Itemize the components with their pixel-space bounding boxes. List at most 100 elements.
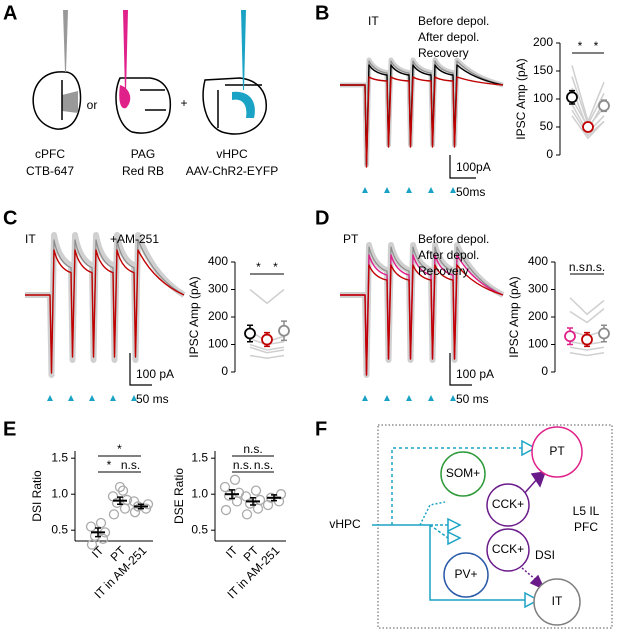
mean-marker xyxy=(598,99,610,112)
sig-label: n.s. xyxy=(569,260,588,274)
data-point xyxy=(220,504,232,516)
mean-marker xyxy=(244,327,256,340)
sig-label: * xyxy=(594,39,599,53)
tracer-label: CTB-647 xyxy=(26,164,74,178)
trace-recovery xyxy=(340,246,504,374)
y-tick-label: 300 xyxy=(208,282,228,296)
legend-label: Before depol. xyxy=(418,232,489,246)
y-tick-label: 0 xyxy=(221,364,228,378)
data-point xyxy=(254,494,266,506)
data-point xyxy=(108,509,120,520)
pipette xyxy=(63,10,68,72)
sig-label: n.s. xyxy=(586,260,605,274)
y-tick-label: 150 xyxy=(533,63,553,77)
sig-label: * xyxy=(256,260,261,274)
area-label: PFC xyxy=(574,520,598,534)
cell xyxy=(486,483,530,527)
data-point xyxy=(117,485,129,496)
cell-label: IT xyxy=(25,232,36,246)
panel-label: D xyxy=(315,207,329,229)
cell xyxy=(533,578,581,626)
condition-label: +AM-251 xyxy=(110,232,159,246)
y-tick-label: 1.5 xyxy=(191,450,208,464)
sig-label: * xyxy=(578,39,583,53)
stim-marker xyxy=(450,187,456,193)
sig-label: n.s. xyxy=(243,442,262,456)
data-point xyxy=(107,491,119,502)
data-point xyxy=(240,491,252,502)
scale-y-label: 100 pA xyxy=(456,367,494,381)
y-tick-label: 200 xyxy=(533,35,553,49)
sig-label: * xyxy=(273,260,278,274)
cell-label: PV+ xyxy=(454,567,477,581)
cell-label: PT xyxy=(549,444,565,458)
stim-marker xyxy=(406,395,412,401)
mean-marker xyxy=(564,330,576,343)
y-axis-label: IPSC Amp (pA) xyxy=(507,276,521,357)
mean-marker xyxy=(278,324,290,337)
individual-line xyxy=(569,352,605,357)
cell-label: CCK+ xyxy=(492,542,524,556)
trace-after xyxy=(25,249,185,374)
region-label: vHPC xyxy=(216,147,248,161)
region-label: cPFC xyxy=(35,147,65,161)
data-point xyxy=(262,499,274,511)
panel-label: E xyxy=(3,418,16,440)
trace-after xyxy=(340,76,504,168)
scale-bar xyxy=(449,353,472,386)
legend-label: After depol. xyxy=(418,30,479,44)
legend-label: After depol. xyxy=(418,248,479,262)
stim-marker xyxy=(450,395,456,401)
area-label: L5 IL xyxy=(573,504,600,518)
mean-marker xyxy=(261,333,273,346)
stim-marker xyxy=(384,187,390,193)
individual-line xyxy=(569,297,605,316)
scale-x-label: 50 ms xyxy=(456,392,489,406)
legend-label: Recovery xyxy=(418,46,469,60)
sig-label: n.s. xyxy=(254,458,273,472)
data-point xyxy=(129,507,141,518)
y-tick-label: 0 xyxy=(541,364,548,378)
stim-marker xyxy=(384,395,390,401)
y-tick-label: 100 xyxy=(208,337,228,351)
y-axis-label: IPSC Amp (pA) xyxy=(514,58,528,139)
mean-marker xyxy=(566,91,578,104)
stim-marker xyxy=(131,395,137,401)
y-tick-label: 200 xyxy=(208,309,228,323)
cell xyxy=(443,552,489,598)
dsi-label: DSI xyxy=(535,548,555,562)
y-tick-label: 100 xyxy=(533,91,553,105)
stim-marker xyxy=(428,187,434,193)
x-tick-label: IT xyxy=(89,543,107,561)
cell-label: IT xyxy=(368,14,379,28)
cell-label: PT xyxy=(343,232,359,246)
scale-bar xyxy=(129,353,152,386)
scale-y-label: 100 pA xyxy=(136,367,174,381)
stim-marker xyxy=(110,395,116,401)
mean-marker xyxy=(581,333,593,346)
y-axis-label: DSI Ratio xyxy=(30,470,44,522)
mean-marker xyxy=(582,121,594,133)
scale-x-label: 50 ms xyxy=(136,392,169,406)
trace-envelope xyxy=(25,232,186,378)
data-point xyxy=(250,485,262,496)
stim-marker xyxy=(362,187,368,193)
cell-label: IT xyxy=(552,594,563,608)
individual-line xyxy=(249,354,285,360)
data-point xyxy=(119,503,131,514)
sig-label: * xyxy=(107,458,112,472)
legend-label: Recovery xyxy=(418,264,469,278)
trace-after xyxy=(340,264,504,376)
data-point xyxy=(95,517,107,529)
scale-y-label: 100pA xyxy=(456,160,491,174)
stim-marker xyxy=(89,395,95,401)
panel-label: B xyxy=(315,2,329,24)
y-tick-label: 400 xyxy=(528,254,548,268)
scale-bar xyxy=(449,155,476,179)
data-point xyxy=(219,481,231,493)
stim-marker xyxy=(406,187,412,193)
cell-label: CCK+ xyxy=(492,497,524,511)
data-point xyxy=(229,474,241,485)
individual-line xyxy=(569,346,605,351)
